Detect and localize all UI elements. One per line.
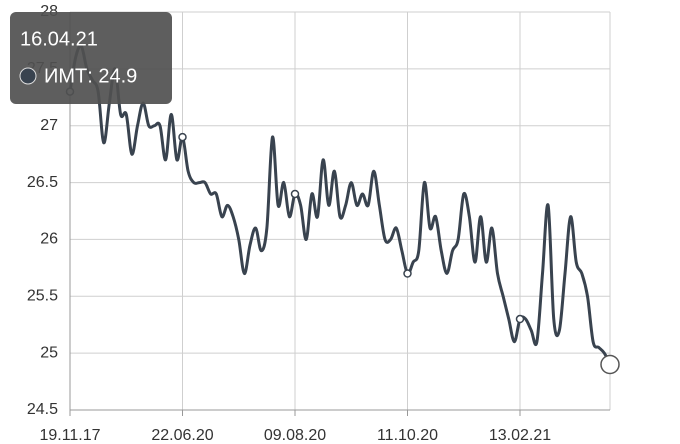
tooltip-title: 16.04.21 (20, 28, 98, 50)
x-tick-label: 09.08.20 (264, 427, 326, 444)
point (515, 314, 525, 324)
x-tick-label: 11.10.20 (377, 427, 438, 444)
tooltip-swatch (19, 67, 37, 85)
x-tick-label: 22.06.20 (151, 427, 213, 444)
tooltip: 16.04.21 ИМТ: 24.9 (10, 12, 172, 104)
y-tick-label: 27 (40, 117, 58, 134)
x-tick-label: 13.02.21 (489, 427, 551, 444)
y-tick-label: 24.5 (27, 401, 58, 418)
active-point (600, 354, 620, 375)
y-tick-label: 25.5 (27, 288, 58, 305)
x-tick-label: 19.11.17 (39, 427, 100, 444)
point (403, 269, 412, 278)
tooltip-text: ИМТ: 24.9 (44, 65, 137, 87)
y-tick-label: 26 (40, 231, 58, 248)
point (290, 189, 300, 199)
point (178, 132, 187, 142)
y-tick-label: 26.5 (27, 174, 58, 191)
y-tick-label: 25 (40, 344, 58, 361)
tooltip-box (10, 12, 172, 104)
